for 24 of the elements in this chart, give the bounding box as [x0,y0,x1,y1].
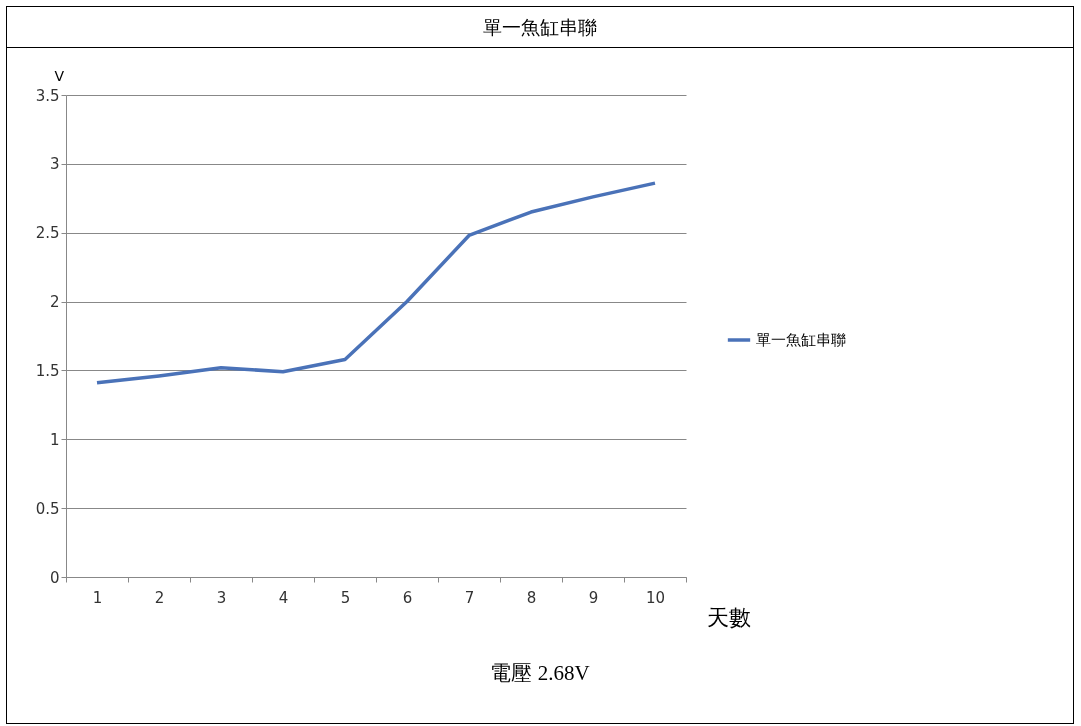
y-tick-label: 1.5 [35,361,60,380]
y-axis-title: V [54,67,65,84]
x-tick-label: 6 [402,588,413,607]
x-tick-label: 7 [464,588,475,607]
x-tick-label: 9 [588,588,599,607]
x-axis-title: 天數 [706,604,751,630]
y-tick-label: 2.5 [35,224,60,243]
legend-label: 單一魚缸串聯 [756,331,846,349]
x-tick-label: 1 [92,588,103,607]
chart-title: 單一魚缸串聯 [7,7,1073,48]
x-tick-label: 3 [216,588,227,607]
x-tick-label: 4 [278,588,289,607]
y-tick-label: 2 [49,293,60,312]
y-tick-label: 0 [49,568,60,587]
x-tick-label: 10 [645,588,666,607]
y-tick-label: 0.5 [35,499,60,518]
y-tick-label: 1 [49,430,60,449]
y-tick-label: 3.5 [35,86,60,105]
y-tick-label: 3 [49,155,60,174]
x-tick-label: 8 [526,588,537,607]
line-series [95,181,657,385]
text: 電壓 2.68V [489,660,591,687]
x-tick-label: 2 [154,588,165,607]
x-tick-label: 5 [340,588,351,607]
